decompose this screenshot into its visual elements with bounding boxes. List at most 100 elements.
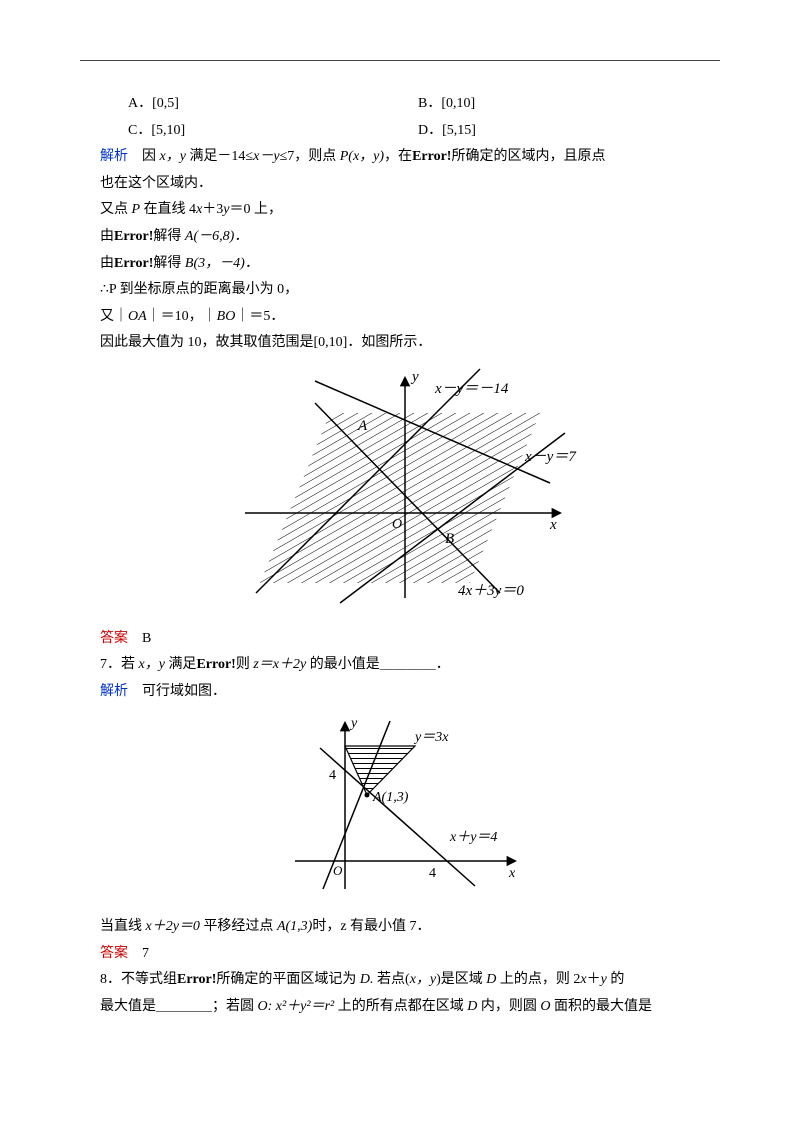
t: 的 (607, 972, 625, 987)
error-text: Error! (196, 657, 235, 672)
sol-line3: 又点 P 在直线 4x＋3y＝0 上， (100, 197, 700, 224)
solution1: 解析 因 x，y 满足－14≤x－y≤7，则点 P(x，y)，在Error!所确… (100, 144, 700, 171)
t: D. (360, 972, 374, 987)
t: 所确定的平面区域记为 (216, 972, 360, 987)
figure1-svg: A B y x O x－y＝－14 x－y＝7 4x＋3y＝0 (220, 363, 580, 611)
error-text: Error! (114, 229, 153, 244)
fig1-label-l1: x－y＝－14 (434, 381, 509, 397)
t: D (467, 999, 477, 1014)
fig1-label-B: B (445, 531, 454, 547)
t: 可行域如图． (128, 684, 226, 699)
solution1-cont: 也在这个区域内． (100, 171, 700, 198)
t: A(1,3) (277, 919, 312, 934)
q7: 7．若 x，y 满足Error!则 z＝x＋2y 的最小值是＿＿＿＿． (100, 652, 700, 679)
fig1-label-x: x (549, 517, 557, 533)
sol-line5: 由Error!解得 B(3，－4)． (100, 251, 700, 278)
daan-label: 答案 (100, 946, 128, 961)
option-D: D．[5,15] (418, 123, 476, 138)
jiexi-label: 解析 (100, 684, 128, 699)
t: )是区域 (436, 972, 486, 987)
sol-line7: 又｜OA｜＝10，｜BO｜＝5． (100, 304, 700, 331)
error-text: Error! (177, 972, 216, 987)
fig2-xy4: x＋y＝4 (449, 830, 497, 845)
t: 满足 (168, 657, 196, 672)
t: B(3，－4)． (185, 256, 259, 271)
t: ＋3 (202, 202, 223, 217)
fig1-label-l3: 4x＋3y＝0 (458, 583, 524, 599)
error-text: Error! (412, 149, 451, 164)
t: 解得 (153, 229, 185, 244)
t: A(－6,8)． (185, 229, 248, 244)
fig2-A: A(1,3) (372, 790, 409, 805)
option-A: A．[0,5] (128, 96, 179, 111)
t: 由 (100, 256, 114, 271)
t: 上的所有点都在区域 (338, 999, 468, 1014)
t: x，y (160, 149, 190, 164)
fig2-x: x (508, 866, 516, 881)
t: P (132, 202, 141, 217)
answer1-val: B (128, 631, 151, 646)
fig1-label-y: y (410, 369, 419, 385)
t: 解得 (153, 256, 185, 271)
t: 所确定的区域内，且原点 (451, 149, 605, 164)
t: ≤7，则点 (280, 149, 340, 164)
fig2-four1: 4 (329, 768, 336, 783)
t: 满足－14≤ (189, 149, 253, 164)
t: OA (128, 309, 147, 324)
sol7-l1: 解析 可行域如图． (100, 679, 700, 706)
t: BO (217, 309, 236, 324)
answer2-val: 7 (128, 946, 149, 961)
t: x，y (139, 657, 169, 672)
t: z＝x＋2y (253, 657, 309, 672)
t: D (486, 972, 496, 987)
t: 最大值是＿＿＿＿；若圆 (100, 999, 258, 1014)
t: 由 (100, 229, 114, 244)
fig1-label-l2: x－y＝7 (524, 449, 577, 465)
sol7-l2: 当直线 x＋2y＝0 平移经过点 A(1,3)时，z 有最小值 7． (100, 914, 700, 941)
t: x－y (253, 149, 279, 164)
answer1: 答案 B (100, 626, 700, 653)
fig2-four2: 4 (429, 866, 436, 881)
sol-line6: ∴P 到坐标原点的距离最小为 0， (100, 277, 700, 304)
t: x，y (410, 972, 436, 987)
options-row-2: C．[5,10] D．[5,15] (100, 118, 700, 145)
t: P(x，y) (340, 149, 384, 164)
t: ｜＝10，｜ (147, 309, 217, 324)
t: ＝0 上， (230, 202, 283, 217)
t: 平移经过点 (203, 919, 277, 934)
t: 又｜ (100, 309, 128, 324)
t: 若点( (374, 972, 410, 987)
t: 的最小值是＿＿＿＿． (310, 657, 450, 672)
sol-line8: 因此最大值为 10，故其取值范围是[0,10]．如图所示． (100, 330, 700, 357)
t: ，在 (384, 149, 412, 164)
t: 在直线 4 (140, 202, 196, 217)
t: 上的点，则 2 (496, 972, 580, 987)
t: 因 (128, 149, 160, 164)
fig2-y: y (349, 716, 358, 731)
fig2-y3x: y＝3x (413, 730, 449, 745)
top-rule (80, 60, 720, 61)
figure-1: A B y x O x－y＝－14 x－y＝7 4x＋3y＝0 (100, 363, 700, 622)
q8: 8．不等式组Error!所确定的平面区域记为 D. 若点(x，y)是区域 D 上… (100, 967, 700, 994)
t: 时，z 有最小值 7． (312, 919, 430, 934)
jiexi-label: 解析 (100, 149, 128, 164)
t: 面积的最大值是 (551, 999, 653, 1014)
answer2: 答案 7 (100, 941, 700, 968)
t: ｜＝5． (235, 309, 284, 324)
daan-label: 答案 (100, 631, 128, 646)
sol-line4: 由Error!解得 A(－6,8)． (100, 224, 700, 251)
t: 又点 (100, 202, 132, 217)
t: ＋ (587, 972, 601, 987)
options-row-1: A．[0,5] B．[0,10] (100, 91, 700, 118)
t: 内，则圆 (477, 999, 540, 1014)
t: O: x²＋y²＝r² (258, 999, 338, 1014)
option-B: B．[0,10] (418, 96, 475, 111)
fig1-label-O: O (392, 517, 402, 532)
figure-2: 4 4 y x O y＝3x x＋y＝4 A(1,3) (100, 711, 700, 910)
t: O (540, 999, 550, 1014)
fig2-O: O (333, 863, 343, 878)
option-C: C．[5,10] (128, 123, 185, 138)
t: 当直线 (100, 919, 146, 934)
figure2-svg: 4 4 y x O y＝3x x＋y＝4 A(1,3) (265, 711, 535, 899)
t: 8．不等式组 (100, 972, 177, 987)
